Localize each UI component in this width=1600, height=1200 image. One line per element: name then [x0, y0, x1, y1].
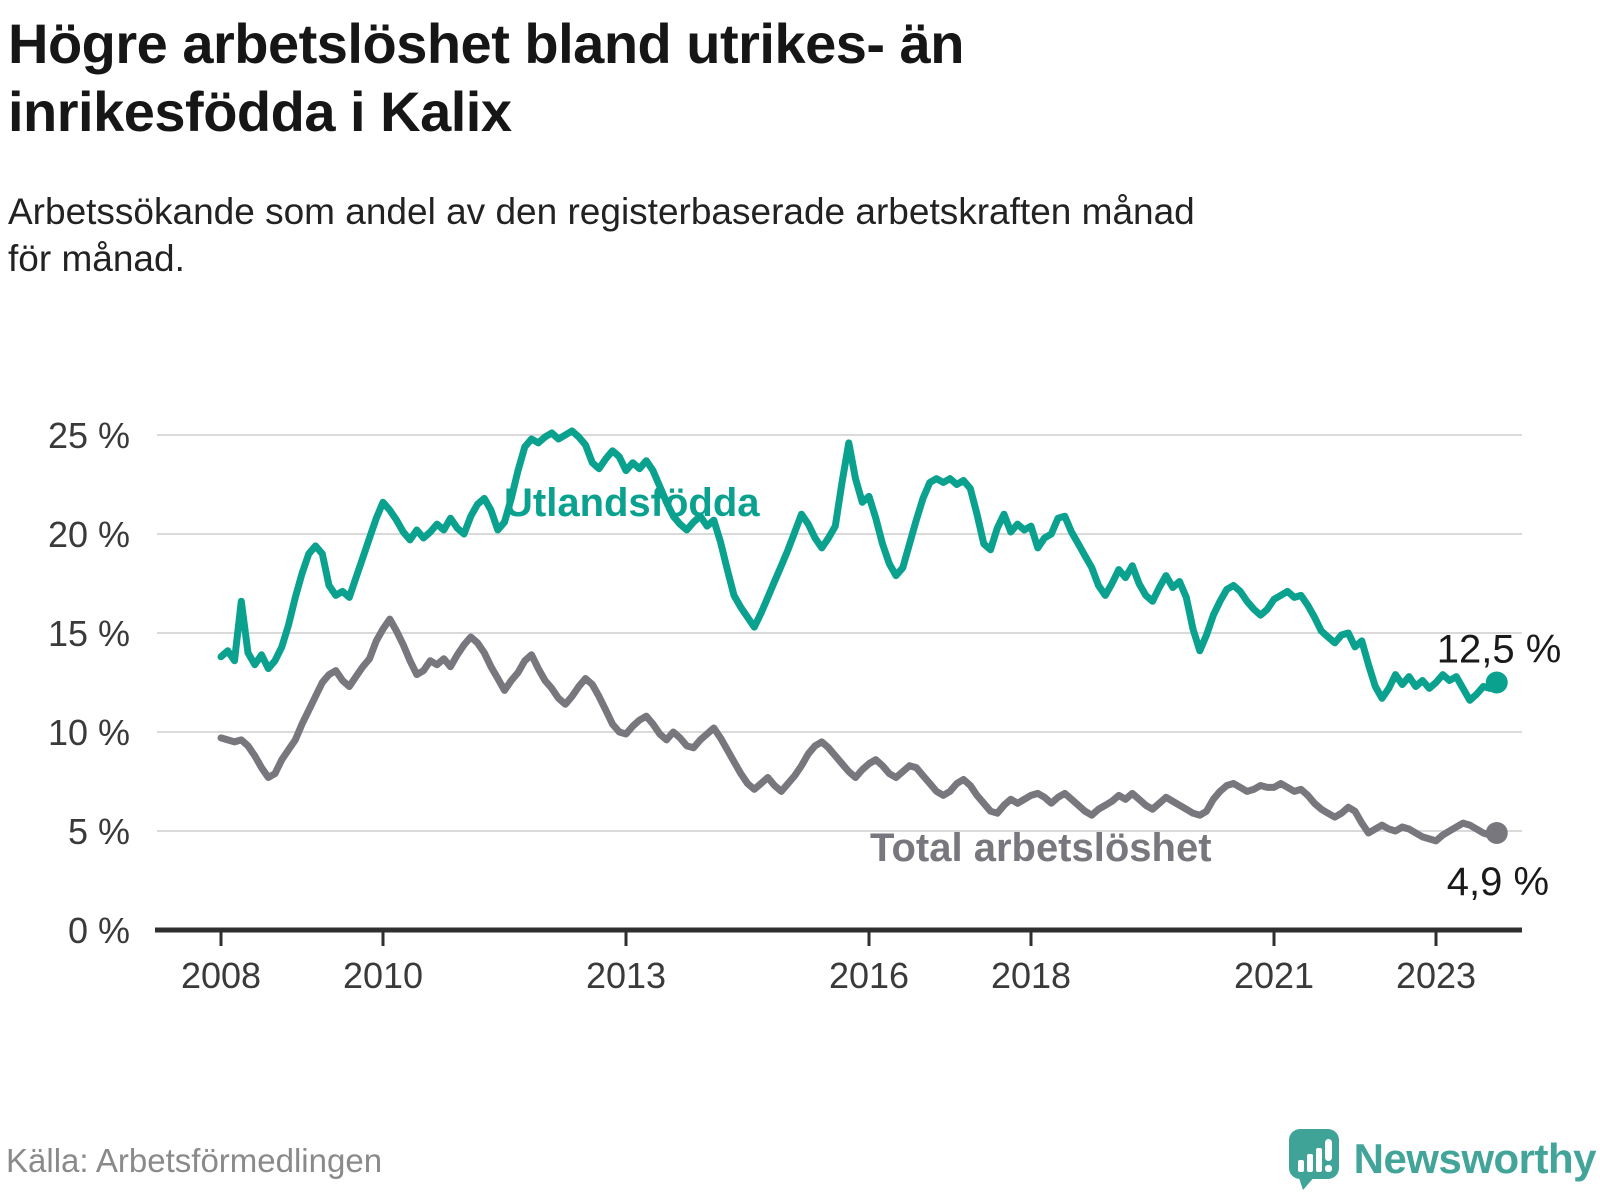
x-tick-label: 2023 — [1396, 955, 1476, 996]
newsworthy-brand: Newsworthy — [1288, 1128, 1597, 1190]
brand-wordmark: Newsworthy — [1353, 1135, 1597, 1182]
page-title: Högre arbetslöshet bland utrikes- än inr… — [8, 12, 964, 144]
x-tick-label: 2021 — [1234, 955, 1314, 996]
series-line-total — [217, 615, 1501, 845]
x-tick-label: 2010 — [343, 955, 423, 996]
series-line-utlandsfodda — [217, 427, 1501, 704]
x-tick-label: 2013 — [586, 955, 666, 996]
y-tick-label: 5 % — [68, 811, 130, 852]
end-value-label-total: 4,9 % — [1447, 860, 1549, 904]
end-value-label-utlandsfodda: 12,5 % — [1437, 628, 1562, 672]
x-tick-label: 2016 — [829, 955, 909, 996]
y-tick-label: 20 % — [48, 514, 130, 555]
end-dot-utlandsfodda — [1485, 671, 1508, 694]
speech-bubble-bar-chart-icon — [1288, 1129, 1339, 1190]
page-subtitle: Arbetssökande som andel av den registerb… — [8, 191, 1195, 280]
y-tick-label: 25 % — [48, 415, 130, 456]
y-tick-label: 15 % — [48, 613, 130, 654]
y-tick-label: 10 % — [48, 712, 130, 753]
series-label-total: Total arbetslöshet — [870, 826, 1212, 870]
end-dot-total — [1485, 821, 1508, 844]
x-tick-label: 2018 — [991, 955, 1071, 996]
unemployment-line-chart: 0 % 5 % 10 % 15 % 20 % 25 % 2008 2010 2013 2016 20… — [48, 415, 1562, 996]
source-note: Källa: Arbetsförmedlingen — [6, 1142, 383, 1179]
x-tick-label: 2008 — [181, 955, 261, 996]
y-tick-label: 0 % — [68, 910, 130, 951]
series-label-utlandsfodda: Utlandsfödda — [504, 481, 760, 525]
